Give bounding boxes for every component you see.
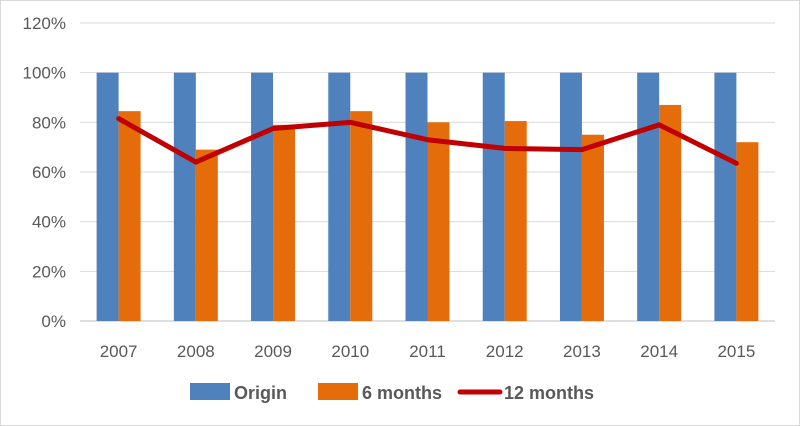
x-tick-label: 2010 [331,342,369,361]
bars [96,72,759,322]
bar-origin [559,72,582,322]
bar-origin [173,72,196,322]
y-axis: 0% 20% 40% 60% 80% 100% 120% [23,14,66,331]
y-tick-label: 20% [32,262,66,281]
x-tick-label: 2009 [254,342,292,361]
line-12-months [116,116,739,166]
bar-6-months [195,149,218,321]
x-tick-label: 2015 [717,342,755,361]
bar-origin [714,72,737,322]
y-tick-label: 0% [41,312,66,331]
y-tick-label: 40% [32,213,66,232]
bar-origin [251,72,274,322]
bar-origin [637,72,660,322]
bar-6-months [659,104,682,321]
legend-label-origin: Origin [234,383,287,403]
bar-6-months [581,134,604,321]
bar-6-months [736,142,759,321]
y-tick-label: 60% [32,163,66,182]
bar-origin [405,72,428,322]
bar-origin [328,72,351,322]
y-tick-label: 120% [23,14,66,33]
y-tick-label: 100% [23,64,66,83]
bar-6-months [118,111,141,322]
x-axis: 2007 2008 2009 2010 2011 2012 2013 2014 2015 [100,342,756,361]
bar-6-months [427,122,450,321]
x-tick-label: 2012 [486,342,524,361]
bar-origin [482,72,505,322]
x-tick-label: 2011 [409,342,446,361]
legend-swatch-6-months [318,383,358,400]
bar-origin [96,72,119,322]
legend-label-6-months: 6 months [362,383,442,403]
legend-label-12-months: 12 months [504,383,594,403]
line-series [116,116,739,166]
bar-6-months [350,111,373,322]
bar-6-months [504,121,527,321]
x-tick-label: 2007 [100,342,138,361]
x-tick-label: 2008 [177,342,215,361]
x-tick-label: 2013 [563,342,601,361]
legend: Origin 6 months 12 months [190,383,594,403]
legend-swatch-origin [190,383,230,400]
y-tick-label: 80% [32,113,66,132]
bar-6-months [273,124,296,321]
x-tick-label: 2014 [640,342,678,361]
